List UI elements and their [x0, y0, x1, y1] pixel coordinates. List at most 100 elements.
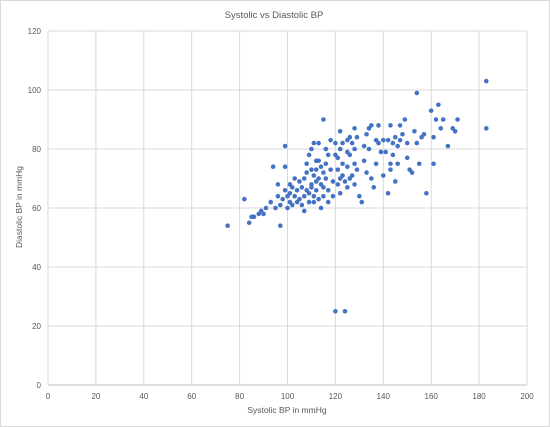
x-tick-label: 40 — [139, 392, 148, 401]
data-point — [354, 167, 360, 172]
data-point — [376, 123, 381, 128]
data-point — [352, 161, 357, 167]
y-tick-label: 40 — [32, 263, 41, 272]
data-point — [292, 193, 297, 199]
data-point — [402, 117, 408, 122]
gridlines — [47, 30, 528, 386]
data-point — [323, 176, 329, 181]
data-point — [335, 155, 341, 161]
x-tick-label: 20 — [91, 392, 100, 401]
data-point — [357, 193, 362, 199]
x-tick-label: 160 — [425, 392, 439, 401]
data-point — [330, 179, 336, 184]
data-point — [409, 170, 415, 175]
y-tick-label: 20 — [32, 322, 41, 331]
data-point — [392, 134, 398, 140]
y-tick-label: 60 — [32, 204, 41, 213]
data-point — [340, 173, 345, 178]
data-point — [397, 123, 403, 128]
data-point — [452, 129, 458, 134]
data-point — [483, 78, 489, 84]
data-point — [416, 161, 422, 167]
data-point — [349, 173, 355, 178]
data-point — [309, 146, 314, 152]
data-point — [304, 170, 309, 175]
chart-title: Systolic vs Diastolic BP — [225, 10, 324, 21]
data-point — [313, 188, 319, 193]
data-point — [301, 193, 307, 199]
data-point — [364, 170, 369, 175]
data-point — [282, 164, 288, 169]
data-point — [431, 161, 436, 167]
data-point — [278, 202, 283, 208]
data-point — [392, 179, 398, 184]
data-point — [345, 185, 350, 190]
data-point — [428, 108, 434, 113]
data-point — [289, 202, 295, 208]
data-point — [306, 190, 312, 196]
data-point — [433, 117, 439, 122]
data-point — [275, 182, 281, 187]
data-point — [404, 140, 410, 146]
data-point — [378, 149, 384, 155]
data-point — [369, 123, 374, 128]
data-point — [345, 164, 350, 169]
data-point — [282, 188, 288, 193]
data-point — [349, 140, 355, 146]
data-point — [251, 214, 257, 220]
x-tick-label: 100 — [281, 392, 295, 401]
data-point — [337, 190, 343, 196]
data-point — [373, 161, 379, 167]
data-point — [246, 220, 252, 226]
data-point — [352, 146, 357, 152]
data-point — [328, 137, 333, 143]
data-point — [414, 140, 420, 146]
data-point — [297, 179, 302, 184]
data-point — [316, 176, 321, 181]
data-point — [397, 137, 403, 143]
data-point — [321, 170, 326, 175]
y-tick-label: 120 — [28, 27, 42, 36]
data-point — [289, 185, 295, 190]
data-point — [400, 131, 405, 137]
data-point — [359, 199, 365, 205]
data-point — [318, 205, 324, 211]
data-point — [342, 179, 348, 184]
data-point — [421, 131, 427, 137]
data-point — [273, 205, 278, 211]
data-points — [225, 78, 489, 314]
x-tick-label: 80 — [235, 392, 244, 401]
data-point — [311, 193, 317, 199]
data-point — [263, 205, 269, 211]
data-point — [431, 134, 436, 140]
data-point — [304, 161, 309, 167]
data-point — [385, 190, 391, 196]
data-point — [316, 140, 321, 146]
data-point — [306, 199, 312, 205]
data-point — [278, 223, 283, 228]
data-point — [369, 176, 374, 181]
data-point — [383, 149, 388, 155]
data-point — [321, 193, 326, 199]
data-point — [404, 155, 410, 161]
data-point — [280, 196, 286, 202]
data-point — [366, 146, 372, 152]
data-point — [313, 167, 319, 172]
y-tick-label: 80 — [32, 145, 41, 154]
data-point — [318, 164, 324, 169]
data-point — [445, 143, 451, 149]
data-point — [292, 176, 297, 181]
data-point — [321, 117, 326, 122]
data-point — [388, 123, 393, 128]
data-point — [299, 202, 305, 208]
data-point — [385, 137, 391, 143]
data-point — [388, 167, 393, 172]
data-point — [335, 182, 341, 187]
data-point — [436, 102, 441, 108]
data-point — [361, 158, 367, 164]
data-point — [340, 161, 345, 167]
data-point — [323, 146, 329, 152]
data-point — [311, 199, 317, 205]
data-point — [328, 167, 333, 172]
